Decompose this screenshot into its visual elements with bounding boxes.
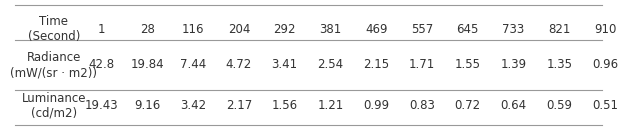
- Text: 292: 292: [273, 23, 296, 36]
- Text: 3.42: 3.42: [180, 99, 206, 112]
- Text: Time
(Second): Time (Second): [28, 15, 80, 43]
- Text: 28: 28: [140, 23, 155, 36]
- Text: 645: 645: [456, 23, 479, 36]
- Text: 0.64: 0.64: [500, 99, 526, 112]
- Text: 1.71: 1.71: [409, 58, 435, 72]
- Text: 204: 204: [228, 23, 250, 36]
- Text: 19.43: 19.43: [85, 99, 118, 112]
- Text: 4.72: 4.72: [226, 58, 252, 72]
- Text: Radiance
(mW/(sr · m2)): Radiance (mW/(sr · m2)): [11, 51, 97, 79]
- Text: 0.59: 0.59: [546, 99, 572, 112]
- Text: 2.17: 2.17: [226, 99, 252, 112]
- Text: 557: 557: [411, 23, 433, 36]
- Text: 1.56: 1.56: [272, 99, 298, 112]
- Text: 1.21: 1.21: [317, 99, 343, 112]
- Text: 910: 910: [594, 23, 616, 36]
- Text: 469: 469: [365, 23, 388, 36]
- Text: 821: 821: [548, 23, 570, 36]
- Text: 3.41: 3.41: [272, 58, 298, 72]
- Text: 0.83: 0.83: [409, 99, 435, 112]
- Text: 1.39: 1.39: [500, 58, 526, 72]
- Text: Luminance
(cd/m2): Luminance (cd/m2): [22, 92, 86, 120]
- Text: 381: 381: [319, 23, 342, 36]
- Text: 0.96: 0.96: [592, 58, 618, 72]
- Text: 9.16: 9.16: [135, 99, 161, 112]
- Text: 1.35: 1.35: [546, 58, 572, 72]
- Text: 7.44: 7.44: [180, 58, 206, 72]
- Text: 19.84: 19.84: [131, 58, 164, 72]
- Text: 0.51: 0.51: [592, 99, 618, 112]
- Text: 42.8: 42.8: [89, 58, 115, 72]
- Text: 0.99: 0.99: [363, 99, 389, 112]
- Text: 1: 1: [98, 23, 105, 36]
- Text: 2.15: 2.15: [363, 58, 389, 72]
- Text: 733: 733: [502, 23, 525, 36]
- Text: 116: 116: [182, 23, 205, 36]
- Text: 1.55: 1.55: [454, 58, 480, 72]
- Text: 2.54: 2.54: [317, 58, 343, 72]
- Text: 0.72: 0.72: [454, 99, 480, 112]
